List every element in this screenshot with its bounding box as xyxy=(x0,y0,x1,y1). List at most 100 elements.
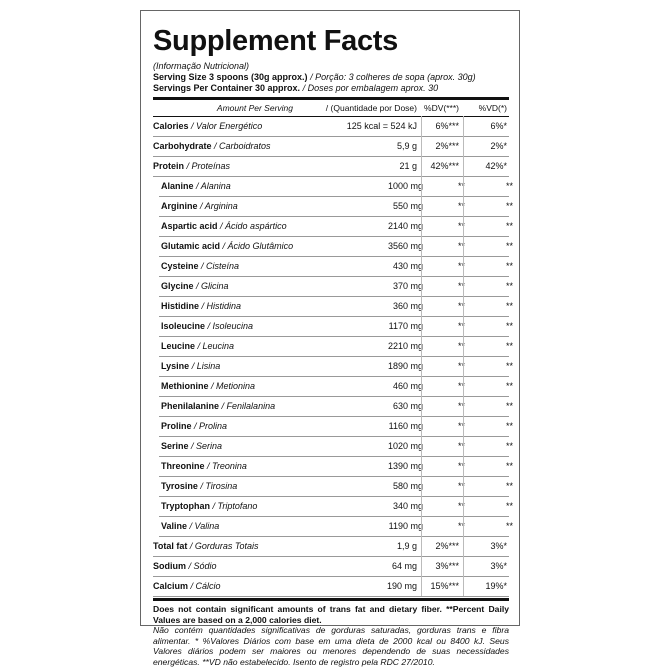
vd: ** xyxy=(505,481,513,491)
component-row: Glutamic acid / Ácido Glutâmico 3560 mg **… xyxy=(159,237,513,257)
vd: ** xyxy=(505,201,513,211)
dv: ** xyxy=(457,301,465,311)
amount: 3560 mg xyxy=(387,241,423,251)
vd: ** xyxy=(505,301,513,311)
servings-translation: / Doses por embalagem aprox. 30 xyxy=(302,83,439,93)
amount: 430 mg xyxy=(392,261,423,271)
component-row: Serine / Serina 1020 mg ** ** xyxy=(159,437,513,457)
nutrient-name-pt: / Triptofano xyxy=(212,501,258,511)
nutrient-name-cell: Isoleucine / Isoleucina xyxy=(161,317,253,336)
vd: 2%* xyxy=(490,141,507,151)
nutrient-name-pt: / Isoleucina xyxy=(207,321,254,331)
amount: 580 mg xyxy=(392,481,423,491)
nutrient-name: Lysine xyxy=(161,361,190,371)
dv-header: %DV(***) xyxy=(424,103,459,113)
nutrient-name: Serine xyxy=(161,441,189,451)
dv: ** xyxy=(457,461,465,471)
nutrient-name-pt: / Carboidratos xyxy=(214,141,271,151)
component-row: Arginine / Arginina 550 mg ** ** xyxy=(159,197,513,217)
footnote: Does not contain significant amounts of … xyxy=(153,604,509,667)
nutrient-name: Calories xyxy=(153,121,189,131)
amount: 1390 mg xyxy=(387,461,423,471)
nutrient-name-pt: / Glicina xyxy=(196,281,229,291)
dv: ** xyxy=(457,381,465,391)
nutrient-name-cell: Arginine / Arginina xyxy=(161,197,238,216)
nutrient-name-pt: / Sódio xyxy=(188,561,217,571)
footnote-pt: Não contém quantidades significativas de… xyxy=(153,625,509,667)
serving-size-translation: / Porção: 3 colheres de sopa (aprox. 30g… xyxy=(310,72,476,82)
nutrient-name-cell: Calories / Valor Energético xyxy=(153,117,262,136)
component-row: Glycine / Glicina 370 mg ** ** xyxy=(159,277,513,297)
title: Supplement Facts xyxy=(153,25,398,57)
vd: ** xyxy=(505,181,513,191)
nutrient-name: Glycine xyxy=(161,281,194,291)
dv: 3%*** xyxy=(435,561,459,571)
nutrient-name-pt: / Lisina xyxy=(191,361,221,371)
amount: 370 mg xyxy=(392,281,423,291)
dv: ** xyxy=(457,421,465,431)
dv: ** xyxy=(457,341,465,351)
component-row: Leucine / Leucina 2210 mg ** ** xyxy=(159,337,513,357)
serving-size-label: Serving Size 3 spoons (30g approx.) xyxy=(153,72,308,82)
nutrient-name-pt: / Gorduras Totais xyxy=(189,541,259,551)
nutrient-name: Calcium xyxy=(153,581,189,591)
nutrient-name-cell: Glycine / Glicina xyxy=(161,277,229,296)
nutrient-name-pt: / Proteínas xyxy=(186,161,231,171)
nutrient-name-cell: Leucine / Leucina xyxy=(161,337,234,356)
amount: 190 mg xyxy=(386,581,417,591)
nutrient-name: Threonine xyxy=(161,461,205,471)
nutrient-name: Protein xyxy=(153,161,185,171)
nutrient-name-cell: Alanine / Alanina xyxy=(161,177,231,196)
dv: ** xyxy=(457,241,465,251)
nutrient-name-cell: Serine / Serina xyxy=(161,437,222,456)
vd: 19%* xyxy=(485,581,507,591)
amount: 340 mg xyxy=(392,501,423,511)
nutrient-name-cell: Tryptophan / Triptofano xyxy=(161,497,257,516)
nutrient-name-cell: Tyrosine / Tirosina xyxy=(161,477,237,496)
component-row: Phenilalanine / Fenilalanina 630 mg ** ** xyxy=(159,397,513,417)
dv: ** xyxy=(457,281,465,291)
amount: 21 g xyxy=(399,161,417,171)
amount: 1890 mg xyxy=(387,361,423,371)
dv: 42%*** xyxy=(430,161,459,171)
nutrient-name: Alanine xyxy=(161,181,194,191)
dv: ** xyxy=(457,321,465,331)
nutrient-name-cell: Methionine / Metionina xyxy=(161,377,255,396)
servings: Servings Per Container 30 approx. / Dose… xyxy=(153,83,438,93)
dv: ** xyxy=(457,481,465,491)
dv: ** xyxy=(457,441,465,451)
nutrient-row: Carbohydrate / Carboidratos 5,9 g 2%*** 2%* xyxy=(153,137,509,157)
nutrient-name: Tryptophan xyxy=(161,501,210,511)
dv: ** xyxy=(457,261,465,271)
dv: ** xyxy=(457,501,465,511)
nutrient-name-cell: Glutamic acid / Ácido Glutâmico xyxy=(161,237,293,256)
component-row: Threonine / Treonina 1390 mg ** ** xyxy=(159,457,513,477)
vd: 3%* xyxy=(490,561,507,571)
nutrient-name-cell: Valine / Valina xyxy=(161,517,219,536)
column-header: Amount Per Serving / (Quantidade por Dos… xyxy=(153,101,509,117)
component-row: Alanine / Alanina 1000 mg ** ** xyxy=(159,177,513,197)
dv: 15%*** xyxy=(430,581,459,591)
amount: 630 mg xyxy=(392,401,423,411)
nutrient-name-pt: / Ácido aspártico xyxy=(220,221,287,231)
vd: ** xyxy=(505,381,513,391)
nutrient-name: Leucine xyxy=(161,341,196,351)
nutrient-name: Tyrosine xyxy=(161,481,198,491)
nutrient-name: Valine xyxy=(161,521,188,531)
nutrient-row: Calcium / Cálcio 190 mg 15%*** 19%* xyxy=(153,577,509,597)
amount-header-pt: / (Quantidade por Dose) xyxy=(325,103,417,113)
nutrient-name-cell: Calcium / Cálcio xyxy=(153,577,221,596)
amount: 1,9 g xyxy=(396,541,417,551)
dv: ** xyxy=(457,201,465,211)
nutrient-name-cell: Aspartic acid / Ácido aspártico xyxy=(161,217,287,236)
nutrient-name: Total fat xyxy=(153,541,188,551)
component-row: Histidine / Histidina 360 mg ** ** xyxy=(159,297,513,317)
servings-label: Servings Per Container 30 approx. xyxy=(153,83,301,93)
amount-header: Amount Per Serving xyxy=(216,103,293,113)
amount: 64 mg xyxy=(391,561,417,571)
vd: 42%* xyxy=(485,161,507,171)
vd: ** xyxy=(505,321,513,331)
nutrient-name: Glutamic acid xyxy=(161,241,221,251)
dv: 6%*** xyxy=(435,121,459,131)
